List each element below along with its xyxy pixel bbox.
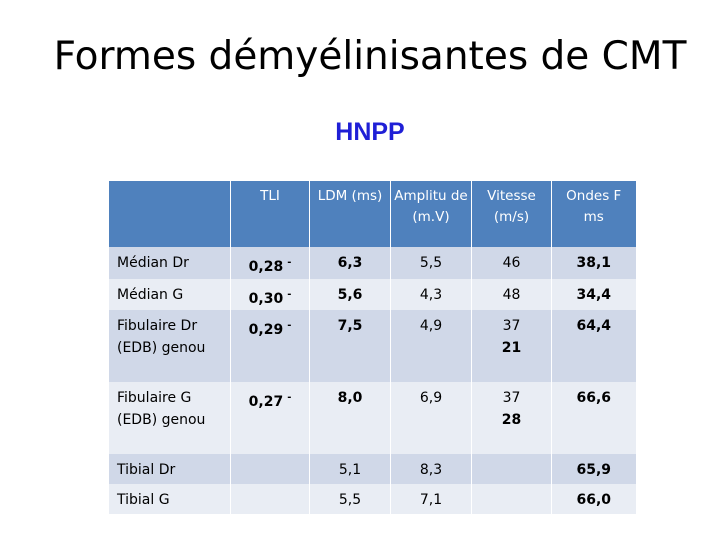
header-cell: LDM (ms) xyxy=(309,181,391,247)
ondes-cell: 64,4 xyxy=(551,310,636,382)
table-row: Tibial G 5,5 7,1 66,0 xyxy=(108,484,636,514)
ldm-cell: 8,0 xyxy=(309,382,391,454)
vitesse-cell: 37 28 xyxy=(471,382,552,454)
tli-mark: - xyxy=(287,392,292,403)
tli-cell: 0,27- xyxy=(230,382,310,454)
tli-cell: 0,29- xyxy=(230,310,310,382)
ondes-cell: 65,9 xyxy=(551,454,636,484)
results-table: TLI LDM (ms) Amplitu de (m.V) Vitesse (m… xyxy=(108,181,636,514)
ondes-cell: 34,4 xyxy=(551,279,636,310)
table-row: Tibial Dr 5,1 8,3 65,9 xyxy=(108,454,636,484)
amplitude-cell: 8,3 xyxy=(390,454,472,484)
row-label: Fibulaire Dr (EDB) genou xyxy=(108,310,231,382)
ldm-cell: 5,1 xyxy=(309,454,391,484)
subtitle: HNPP xyxy=(335,118,405,146)
page-title: Formes démyélinisantes de CMT xyxy=(53,34,687,79)
header-cell: Ondes F ms xyxy=(551,181,636,247)
tli-cell: 0,30- xyxy=(230,279,310,310)
table-row: Fibulaire G (EDB) genou 0,27- 8,0 6,9 37… xyxy=(108,382,636,454)
ldm-cell: 7,5 xyxy=(309,310,391,382)
row-label: Fibulaire G (EDB) genou xyxy=(108,382,231,454)
table-header-row: TLI LDM (ms) Amplitu de (m.V) Vitesse (m… xyxy=(108,181,636,247)
amplitude-cell: 7,1 xyxy=(390,484,472,514)
amplitude-cell: 4,9 xyxy=(390,310,472,382)
vitesse-cell xyxy=(471,484,552,514)
vitesse-cell xyxy=(471,454,552,484)
ondes-cell: 38,1 xyxy=(551,247,636,279)
ldm-cell: 5,5 xyxy=(309,484,391,514)
tli-cell xyxy=(230,484,310,514)
table-row: Fibulaire Dr (EDB) genou 0,29- 7,5 4,9 3… xyxy=(108,310,636,382)
ondes-cell: 66,6 xyxy=(551,382,636,454)
tli-mark: - xyxy=(287,320,292,331)
header-cell: Vitesse (m/s) xyxy=(471,181,552,247)
row-label: Tibial G xyxy=(108,484,231,514)
amplitude-cell: 4,3 xyxy=(390,279,472,310)
header-cell: Amplitu de (m.V) xyxy=(390,181,472,247)
table-row: Médian Dr 0,28- 6,3 5,5 46 38,1 xyxy=(108,247,636,279)
table-row: Médian G 0,30- 5,6 4,3 48 34,4 xyxy=(108,279,636,310)
ldm-cell: 6,3 xyxy=(309,247,391,279)
row-label: Médian Dr xyxy=(108,247,231,279)
tli-cell xyxy=(230,454,310,484)
row-label: Tibial Dr xyxy=(108,454,231,484)
amplitude-cell: 5,5 xyxy=(390,247,472,279)
vitesse-secondary: 21 xyxy=(501,340,522,356)
tli-mark: - xyxy=(287,257,292,268)
row-label: Médian G xyxy=(108,279,231,310)
amplitude-cell: 6,9 xyxy=(390,382,472,454)
vitesse-cell: 48 xyxy=(471,279,552,310)
header-cell: TLI xyxy=(230,181,310,247)
ondes-cell: 66,0 xyxy=(551,484,636,514)
tli-mark: - xyxy=(287,289,292,300)
tli-cell: 0,28- xyxy=(230,247,310,279)
vitesse-secondary: 28 xyxy=(501,412,522,428)
vitesse-cell: 46 xyxy=(471,247,552,279)
ldm-cell: 5,6 xyxy=(309,279,391,310)
header-cell xyxy=(108,181,231,247)
vitesse-cell: 37 21 xyxy=(471,310,552,382)
